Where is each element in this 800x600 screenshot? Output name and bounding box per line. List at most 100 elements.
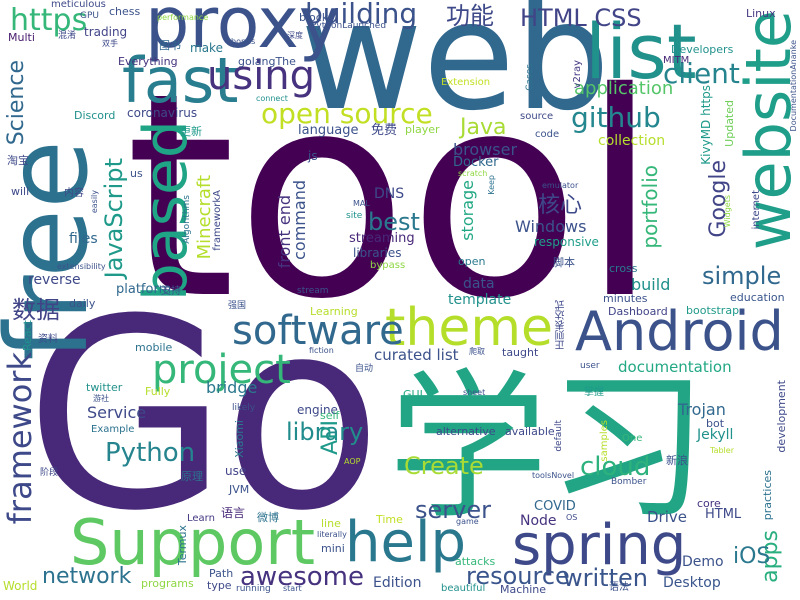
word-one: One (622, 433, 643, 444)
word-collection: collection (598, 133, 666, 149)
word-library: library (286, 418, 364, 446)
word-everything: Everything (118, 55, 178, 68)
word-running: running (236, 584, 271, 594)
word-os: OS (566, 513, 578, 522)
word-science: Science (4, 60, 29, 146)
word-zhangwo: 掌握 (584, 387, 604, 398)
word-fiction: fiction (309, 346, 334, 355)
word-service: Service (87, 403, 147, 422)
word-free: free (0, 140, 113, 361)
word-engine: engine (297, 403, 338, 417)
word-tool: tool (125, 32, 659, 361)
word-https: https (10, 3, 88, 38)
word-api: API (318, 420, 343, 455)
word-js: js (308, 149, 318, 163)
word-awesome: awesome (240, 562, 364, 592)
word-code: code (535, 129, 560, 140)
word-literally: literally (317, 530, 347, 539)
word-make: make (190, 41, 223, 55)
word-command: command (290, 180, 309, 260)
word-gongneng: 功能 (446, 2, 494, 30)
word-keep: Keep (487, 175, 496, 195)
word-internet: internet (751, 190, 762, 230)
word-opensource: open source (261, 97, 433, 130)
word-documentation: documentation (618, 358, 732, 376)
word-curatedlist: curated list (374, 346, 459, 364)
word-example: Example (91, 424, 135, 435)
word-proxy: proxy (145, 0, 341, 64)
word-cross: cross (609, 262, 638, 275)
word-sheet: sheet (463, 388, 486, 397)
word-cloud: cloud (580, 452, 651, 482)
word-responsive: responsive (534, 235, 599, 249)
word-open: open (458, 255, 486, 268)
word-algorithms: Algorithms (182, 195, 192, 244)
word-discord: Discord (74, 109, 116, 122)
word-network: network (42, 564, 132, 589)
word-spring: spring (512, 513, 687, 578)
word-path: Path (209, 567, 234, 580)
word-bomber: Bomber (611, 477, 647, 487)
word-python: Python (105, 438, 196, 468)
word-project: project (152, 347, 291, 393)
word-trading: trading (84, 25, 128, 39)
word-hexin: 核心 (538, 193, 583, 218)
word-tushu: 图书 (159, 39, 181, 52)
word-line: line (321, 517, 341, 530)
word-qiangguo: 强国 (228, 301, 247, 311)
word-ios: iOS (733, 544, 771, 569)
word-samples: samples (599, 420, 610, 462)
word-demo: Demo (682, 554, 724, 570)
word-create: Create (404, 452, 484, 480)
word-site: site (346, 211, 363, 221)
word-learning: Learning (310, 305, 358, 318)
word-gpu: GPU (80, 11, 99, 21)
word-list: list (585, 7, 697, 96)
word-react: React (21, 320, 34, 352)
word-development: development (775, 380, 788, 453)
word-mianfei: 免费 (371, 123, 398, 138)
word-coronavirus: coronavirus (127, 106, 198, 120)
word-written: written (563, 564, 648, 592)
word-programs: programs (141, 577, 194, 590)
word-mal: MAL (353, 199, 370, 208)
word-source: source (520, 111, 554, 122)
word-client: client (663, 57, 740, 90)
word-easily: easily (90, 190, 99, 214)
word-docker: Docker (453, 155, 499, 170)
word-help: help (345, 510, 467, 575)
word-youshe: 游社 (93, 394, 109, 403)
word-support: Support (70, 506, 316, 579)
word-using: using (207, 53, 316, 99)
word-web: web (300, 0, 611, 144)
word-yufa: 语法 (609, 582, 629, 593)
word-golangthe: golangThe (238, 55, 296, 68)
word-frameworka: frameworkA (212, 190, 223, 251)
word-will: will (11, 185, 30, 198)
word-jekyll: Jekyll (697, 427, 734, 443)
word-block: block (299, 11, 329, 24)
word-toolsnovel: toolsNovel (532, 471, 575, 480)
word-android: Android (575, 300, 784, 363)
word-connect: connect (256, 94, 288, 103)
word-minutes: minutes (603, 292, 648, 305)
word-scratch: scratch (458, 169, 488, 178)
word-start: start (283, 584, 302, 593)
word-dashboard: Dashboard (608, 305, 668, 318)
word-multi: Multi (8, 31, 35, 44)
word-self: self (320, 409, 340, 422)
word-bot: bot (706, 417, 725, 430)
word-browser: browser (453, 140, 518, 159)
word-template: template (448, 292, 512, 308)
word-application: application (574, 78, 674, 99)
word-mitm: MITM (663, 55, 690, 66)
word-go: Go (25, 263, 382, 568)
word-weibo: 微博 (257, 511, 279, 524)
word-javascript: JavaScript (100, 158, 128, 279)
word-time: Time (376, 513, 403, 526)
word-shuju: 数据 (12, 296, 60, 324)
word-ziliao: 资料 (38, 334, 58, 345)
word-us: us (130, 167, 143, 180)
word-core: core (697, 497, 721, 510)
